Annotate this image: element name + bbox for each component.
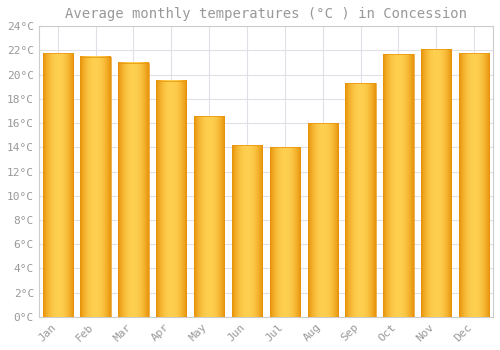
Bar — [421, 49, 452, 317]
Title: Average monthly temperatures (°C ) in Concession: Average monthly temperatures (°C ) in Co… — [65, 7, 467, 21]
Bar — [42, 53, 73, 317]
Bar — [308, 123, 338, 317]
Bar — [346, 83, 376, 317]
Bar — [270, 147, 300, 317]
Bar — [194, 116, 224, 317]
Bar — [459, 53, 490, 317]
Bar — [232, 145, 262, 317]
Bar — [80, 57, 110, 317]
Bar — [156, 81, 186, 317]
Bar — [384, 54, 414, 317]
Bar — [118, 63, 148, 317]
